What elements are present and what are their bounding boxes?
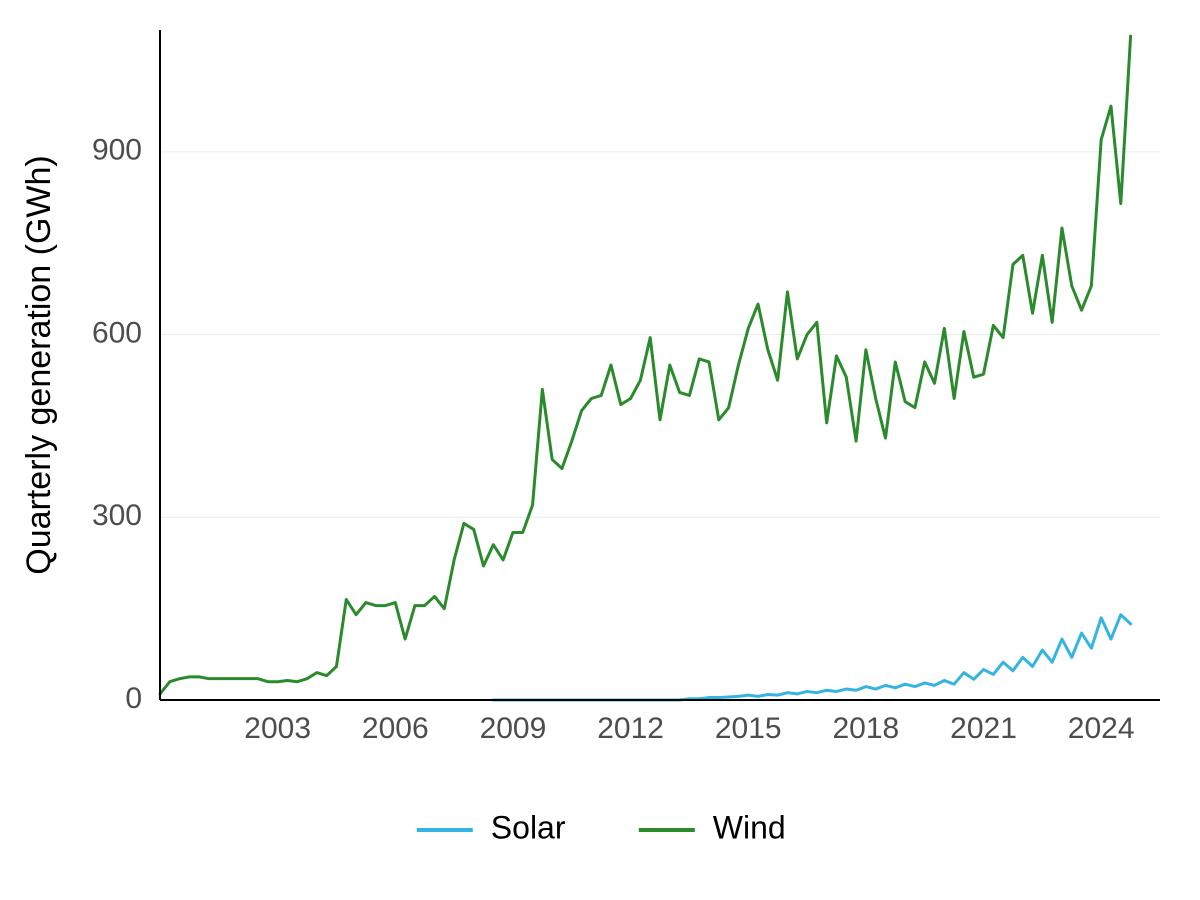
y-axis-title: Quarterly generation (GWh) xyxy=(20,155,58,575)
x-tick-label: 2015 xyxy=(715,712,782,745)
y-tick-label: 900 xyxy=(92,134,142,167)
x-tick-label: 2003 xyxy=(244,712,311,745)
legend-label-solar: Solar xyxy=(491,809,566,845)
chart-container: 0 300 600 900 2003 2006 2009 2012 2015 2018 2021 20… xyxy=(0,0,1200,900)
x-tick-label: 2018 xyxy=(833,712,900,745)
x-tick-label: 2024 xyxy=(1068,712,1135,745)
x-tick-label: 2006 xyxy=(362,712,429,745)
x-tick-label: 2012 xyxy=(597,712,664,745)
legend-label-wind: Wind xyxy=(713,809,786,845)
line-chart: 0 300 600 900 2003 2006 2009 2012 2015 2018 2021 20… xyxy=(0,0,1200,900)
x-tick-label: 2009 xyxy=(480,712,547,745)
y-tick-label: 300 xyxy=(92,499,142,532)
x-tick-label: 2021 xyxy=(950,712,1017,745)
y-tick-label: 0 xyxy=(125,682,142,715)
y-tick-label: 600 xyxy=(92,316,142,349)
